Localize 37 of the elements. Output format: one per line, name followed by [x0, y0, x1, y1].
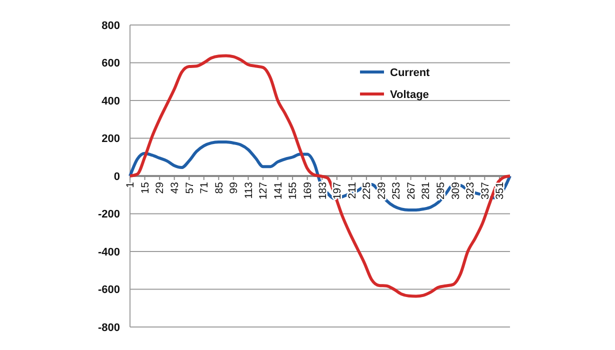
legend-label: Current: [390, 66, 430, 79]
x-tick-label: 99: [228, 182, 240, 194]
x-tick-label: 127: [258, 182, 270, 200]
y-tick-label: 600: [102, 58, 120, 70]
x-tick-label: 169: [302, 182, 314, 200]
x-tick-label: 239: [376, 182, 388, 200]
x-tick-label: 197: [332, 182, 344, 200]
x-tick-label: 85: [213, 182, 226, 194]
x-tick-label: 43: [169, 182, 182, 194]
y-tick-label: -800: [98, 322, 120, 334]
y-tick-label: 200: [102, 133, 120, 146]
x-tick-label: 71: [198, 182, 211, 194]
x-tick-label: 211: [346, 182, 358, 199]
y-tick-label: 800: [102, 20, 120, 32]
x-tick-label: 15: [139, 182, 152, 194]
x-tick-label: 253: [390, 182, 403, 200]
y-tick-label: -600: [98, 284, 120, 296]
x-tick-label: 295: [435, 182, 448, 200]
y-tick-label: 400: [102, 95, 120, 108]
x-tick-label: 267: [405, 182, 418, 200]
x-tick-label: 57: [184, 182, 196, 194]
x-tick-label: 113: [242, 182, 255, 199]
x-tick-label: 323: [464, 182, 477, 200]
x-tick-label: 351: [494, 182, 506, 200]
x-tick-label: 281: [420, 182, 432, 200]
x-tick-label: 1: [124, 182, 137, 188]
x-tick-label: 183: [316, 182, 329, 200]
legend-label: Voltage: [390, 88, 429, 101]
y-tick-label: -200: [98, 208, 120, 221]
y-tick-label: -400: [98, 246, 120, 258]
x-tick-label: 29: [154, 182, 166, 194]
x-tick-label: 309: [450, 182, 462, 200]
x-tick-label: 141: [272, 182, 284, 200]
y-tick-label: 0: [114, 170, 120, 183]
x-tick-label: 155: [287, 182, 300, 200]
x-tick-label: 225: [361, 182, 374, 200]
x-tick-label: 337: [479, 182, 492, 200]
